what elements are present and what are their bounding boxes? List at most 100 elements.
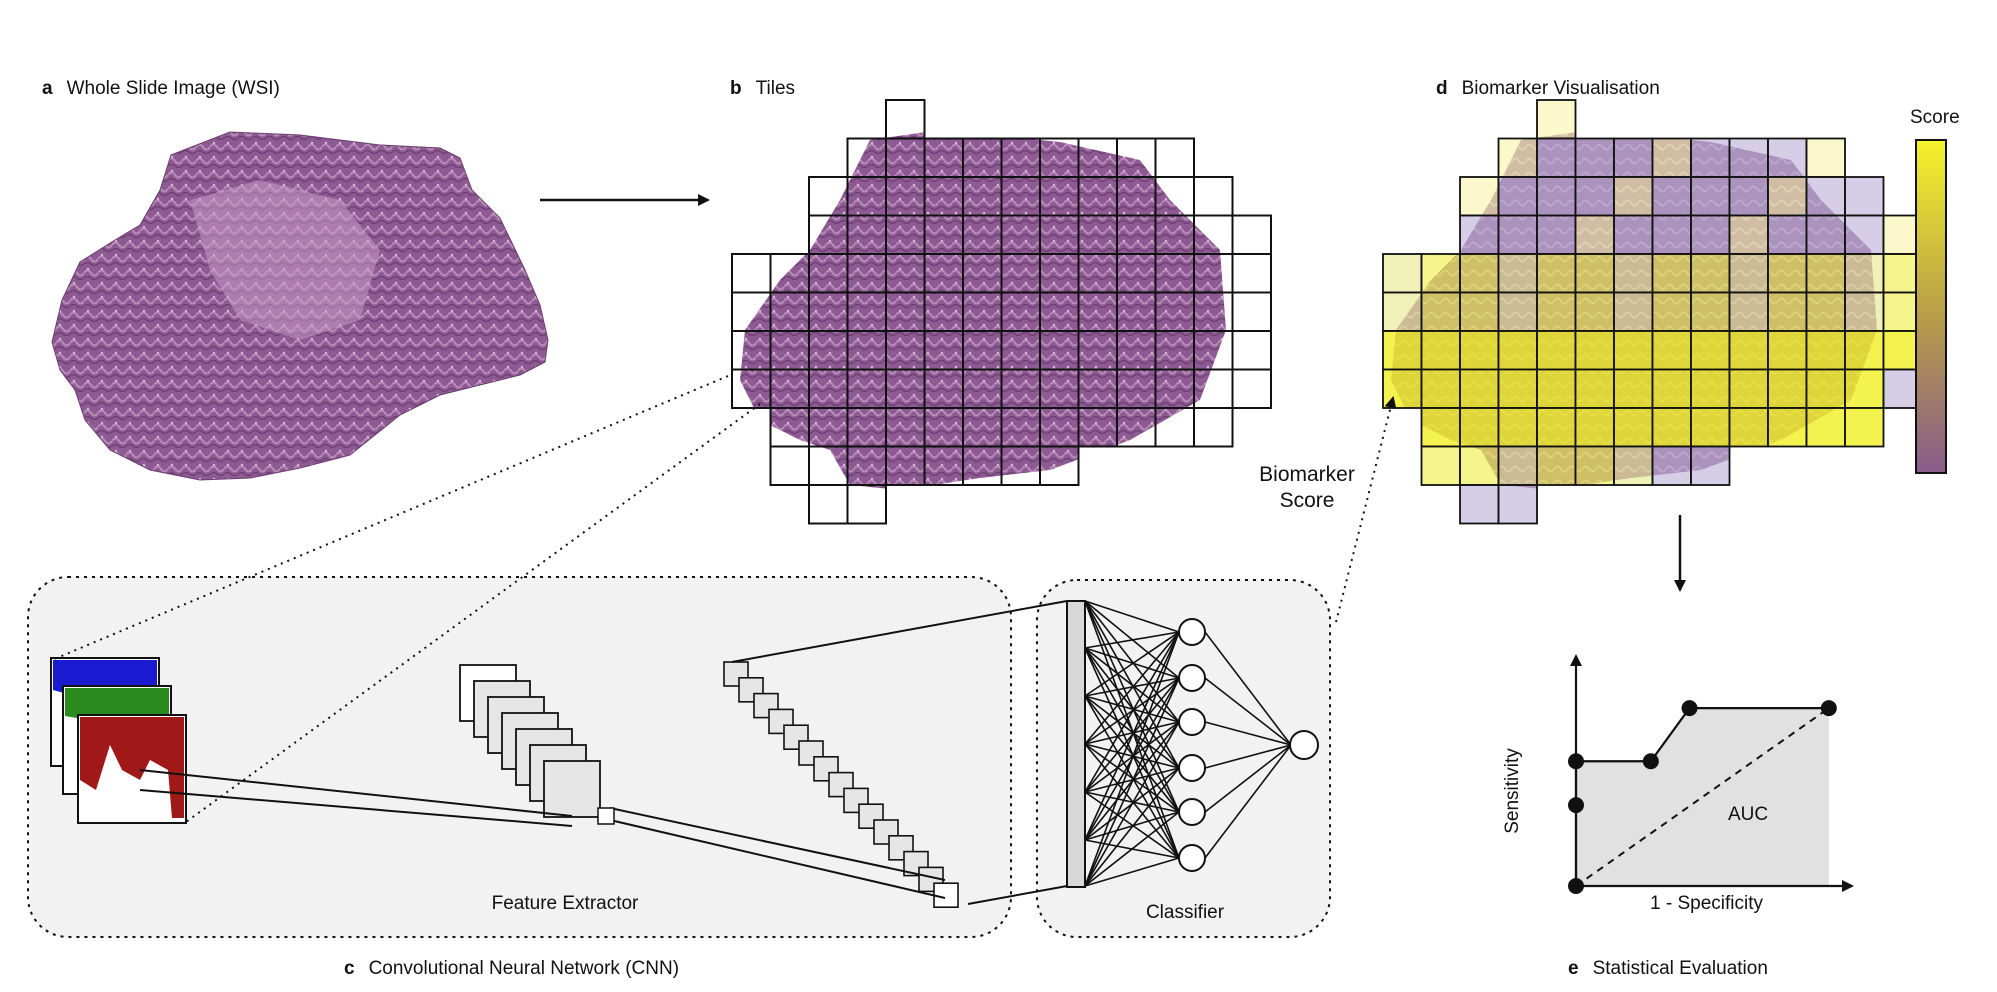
heatmap-tile	[1613, 253, 1654, 294]
biomarker-score-label: Biomarker Score	[1242, 462, 1372, 514]
heatmap-tile	[1497, 484, 1538, 525]
nn-edge	[1084, 721, 1180, 887]
roc-ylabel: Sensitivity	[1501, 748, 1523, 834]
heatmap-tile	[1497, 176, 1538, 217]
heatmap-tile	[1767, 407, 1808, 448]
tile	[885, 99, 926, 140]
heatmap-tile	[1382, 253, 1423, 294]
heatmap-tile	[1574, 445, 1615, 486]
heatmap-tile	[1497, 407, 1538, 448]
auc-label: AUC	[1728, 804, 1769, 825]
heatmap-tile	[1420, 445, 1461, 486]
panel-c-label: c Convolutional Neural Network (CNN)	[344, 958, 679, 980]
heatmap-tile	[1459, 176, 1500, 217]
panel-b-letter: b	[730, 78, 742, 99]
roc-curve-plot	[1568, 654, 1854, 894]
nn-edge	[1084, 811, 1180, 887]
panel-a-letter: a	[42, 78, 53, 99]
heatmap-tile	[1613, 407, 1654, 448]
nn-edge	[1084, 695, 1180, 769]
heatmap-tile	[1767, 176, 1808, 217]
tile	[1039, 445, 1080, 486]
heatmap-tile	[1844, 368, 1885, 409]
nn-edge	[1084, 631, 1180, 697]
nn-edge	[1084, 695, 1180, 859]
heatmap-tile	[1382, 291, 1423, 332]
heatmap-tile	[1690, 176, 1731, 217]
panel-d-title: Biomarker Visualisation	[1461, 78, 1660, 99]
receptive-field-box	[597, 807, 615, 825]
heatmap-tile	[1690, 330, 1731, 371]
tile	[1231, 291, 1272, 332]
heatmap-tile	[1459, 330, 1500, 371]
green-channel-tissue	[65, 688, 169, 722]
heatmap-tile	[1690, 291, 1731, 332]
heatmap-tile	[1536, 176, 1577, 217]
score-colorbar	[1915, 139, 1947, 474]
nn-edge	[1084, 743, 1180, 813]
heatmap-tile	[1805, 176, 1846, 217]
heatmap-tile	[1767, 330, 1808, 371]
heatmap-tile	[1728, 368, 1769, 409]
hidden-neuron	[1178, 844, 1206, 872]
auc-area	[1576, 708, 1829, 886]
flatten-vector	[1066, 600, 1086, 888]
heatmap-tile	[1574, 291, 1615, 332]
heatmap-tile	[1613, 368, 1654, 409]
heatmap-tile	[1382, 330, 1423, 371]
heatmap-tile	[1805, 214, 1846, 255]
hidden-neuron	[1178, 618, 1206, 646]
heatmap-tile	[1613, 330, 1654, 371]
panel-c-letter: c	[344, 958, 355, 979]
heatmap-tile	[1574, 330, 1615, 371]
heatmap-tile	[1844, 214, 1885, 255]
heatmap-tile	[1536, 137, 1577, 178]
heatmap-tile	[1728, 330, 1769, 371]
nn-edge	[1084, 695, 1180, 813]
heatmap-tile	[1651, 253, 1692, 294]
heatmap-tile	[1690, 368, 1731, 409]
red-channel-tissue	[80, 717, 184, 818]
heatmap-tile	[1497, 445, 1538, 486]
heatmap-tile	[1420, 253, 1461, 294]
fully-connected-network	[1084, 600, 1319, 887]
heatmap-tile	[1497, 330, 1538, 371]
colorbar-label: Score	[1910, 107, 1960, 128]
feature-map-small	[738, 676, 764, 703]
heatmap-tile	[1728, 253, 1769, 294]
feature-map-small	[873, 819, 899, 845]
heatmap-tile	[1651, 330, 1692, 371]
nn-edge	[1084, 600, 1180, 813]
panel-b-title: Tiles	[755, 78, 796, 99]
heatmap-tile	[1420, 291, 1461, 332]
nn-edge	[1084, 631, 1180, 887]
heatmap-tile	[1728, 214, 1769, 255]
output-neuron	[1289, 730, 1319, 760]
tile	[1231, 214, 1272, 255]
tile	[1231, 330, 1272, 371]
nn-edge-out	[1204, 744, 1292, 859]
heatmap-tile	[1497, 253, 1538, 294]
heatmap-tile	[1420, 330, 1461, 371]
panel-e-letter: e	[1568, 958, 1579, 979]
heatmap-tile	[1613, 445, 1654, 486]
heatmap-tile	[1574, 176, 1615, 217]
tile	[1154, 137, 1195, 178]
heatmap-tile	[1651, 176, 1692, 217]
heatmap-tile	[1767, 368, 1808, 409]
heatmap-tile	[1844, 253, 1885, 294]
heatmap-tile	[1651, 407, 1692, 448]
feature-maps-layer-1	[459, 664, 601, 818]
heatmap-tile	[1805, 368, 1846, 409]
flatten-line-bottom	[967, 885, 1068, 905]
heatmap-tile	[1651, 368, 1692, 409]
heatmap-tile	[1805, 137, 1846, 178]
hidden-neuron	[1178, 798, 1206, 826]
nn-edge	[1084, 695, 1180, 723]
hidden-neuron	[1178, 754, 1206, 782]
nn-edge	[1084, 743, 1180, 859]
nn-edge	[1084, 647, 1180, 813]
heatmap-tile	[1459, 291, 1500, 332]
nn-edge	[1084, 857, 1180, 887]
nn-edge	[1084, 631, 1180, 841]
